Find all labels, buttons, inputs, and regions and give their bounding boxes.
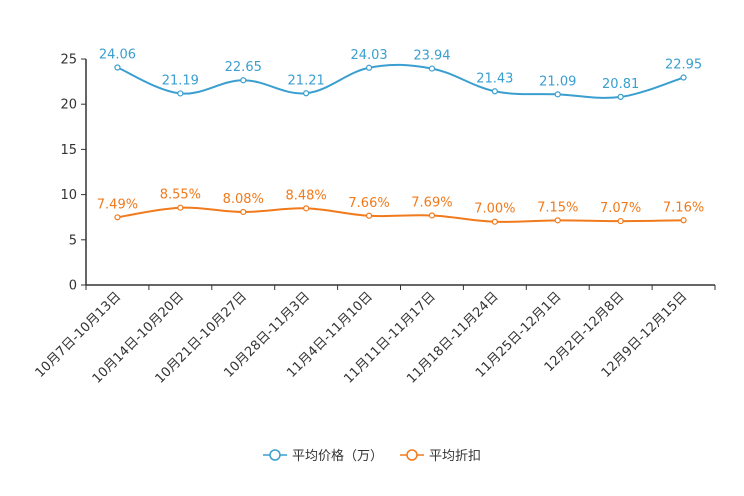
data-point[interactable] bbox=[680, 217, 687, 224]
series-line bbox=[117, 63, 684, 99]
legend: 平均价格（万） 平均折扣 bbox=[263, 448, 481, 464]
series-1: 7.49% 8.55% 8.08% 8.48% 7.66% 7.69% 7.00% 7.15%… bbox=[97, 188, 704, 225]
y-tick-label: 0 bbox=[69, 279, 77, 294]
data-point[interactable] bbox=[240, 77, 247, 84]
legend-marker bbox=[269, 449, 281, 461]
data-label: 24.03 bbox=[350, 48, 387, 63]
y-tick-label: 10 bbox=[60, 188, 77, 203]
data-label: 7.00% bbox=[474, 202, 515, 217]
data-point[interactable] bbox=[240, 208, 247, 216]
data-point[interactable] bbox=[114, 214, 121, 221]
data-label: 7.66% bbox=[348, 196, 389, 211]
legend-label: 平均折扣 bbox=[429, 449, 481, 464]
y-tick-label: 5 bbox=[69, 233, 77, 248]
data-point[interactable] bbox=[491, 88, 498, 95]
y-tick-label: 25 bbox=[60, 53, 77, 68]
legend-item[interactable]: 平均折扣 bbox=[400, 449, 481, 464]
data-label: 8.48% bbox=[285, 188, 326, 203]
data-label: 23.94 bbox=[413, 49, 450, 64]
y-tick-label: 15 bbox=[60, 143, 77, 158]
y-tick-label: 20 bbox=[60, 98, 77, 113]
data-label: 20.81 bbox=[602, 77, 639, 92]
data-label: 7.69% bbox=[411, 195, 452, 210]
data-point[interactable] bbox=[617, 217, 624, 225]
data-point[interactable] bbox=[303, 90, 310, 97]
data-label: 7.07% bbox=[600, 201, 641, 216]
data-label: 7.49% bbox=[97, 197, 138, 212]
data-point[interactable] bbox=[428, 212, 436, 219]
legend-label: 平均价格（万） bbox=[292, 448, 383, 464]
data-label: 21.09 bbox=[539, 74, 576, 89]
data-point[interactable] bbox=[554, 91, 561, 98]
data-point[interactable] bbox=[554, 217, 561, 224]
data-label: 21.21 bbox=[288, 73, 325, 88]
data-label: 21.43 bbox=[476, 71, 513, 86]
data-point[interactable] bbox=[491, 218, 498, 225]
series-layer: 24.06 21.19 22.65 21.21 24.03 23.94 21.43 21.09… bbox=[97, 47, 704, 225]
series-line bbox=[117, 206, 684, 223]
data-point[interactable] bbox=[617, 93, 624, 100]
data-point[interactable] bbox=[680, 74, 687, 81]
series-0: 24.06 21.19 22.65 21.21 24.03 23.94 21.43 21.09… bbox=[99, 47, 702, 100]
data-point[interactable] bbox=[303, 205, 310, 212]
data-label: 7.15% bbox=[537, 200, 578, 215]
data-point[interactable] bbox=[177, 204, 184, 211]
data-point[interactable] bbox=[365, 212, 373, 219]
axes: 051015202510月7日-10月13日10月14日-10月20日10月21… bbox=[33, 53, 716, 387]
data-label: 22.95 bbox=[665, 58, 702, 73]
data-label: 8.55% bbox=[160, 188, 201, 203]
legend-item[interactable]: 平均价格（万） bbox=[263, 448, 383, 464]
data-point[interactable] bbox=[428, 65, 436, 72]
data-label: 8.08% bbox=[223, 192, 264, 207]
data-label: 24.06 bbox=[99, 47, 136, 62]
legend-marker bbox=[406, 449, 418, 461]
data-point[interactable] bbox=[114, 64, 121, 71]
data-label: 7.16% bbox=[663, 200, 704, 215]
data-point[interactable] bbox=[365, 64, 373, 71]
data-label: 21.19 bbox=[162, 73, 199, 88]
data-point[interactable] bbox=[177, 90, 184, 97]
data-label: 22.65 bbox=[225, 60, 262, 75]
